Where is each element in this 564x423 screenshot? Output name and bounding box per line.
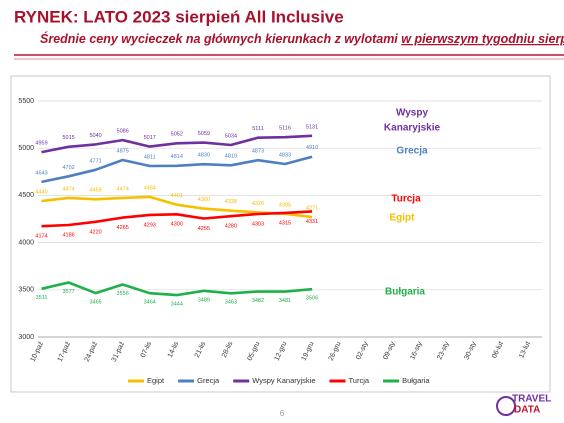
data-label: 5059 (198, 131, 210, 137)
y-tick-label: 4500 (18, 192, 34, 199)
data-label: 4220 (90, 229, 102, 235)
title: RYNEK: LATO 2023 sierpień All Inclusive (14, 7, 344, 26)
data-label: 4338 (225, 199, 237, 205)
logo: TRAVEL DATA (496, 394, 551, 416)
data-label: 4303 (252, 221, 264, 227)
annotation: Grecja (396, 146, 428, 157)
data-label: 4305 (279, 202, 291, 208)
subtitle-text: Średnie ceny wycieczek na głównych kieru… (40, 31, 401, 46)
data-label: 4771 (90, 158, 102, 164)
data-label: 5040 (90, 133, 102, 139)
data-label: 4440 (35, 190, 47, 196)
annotation: Kanaryjskie (384, 123, 441, 134)
data-label: 4910 (306, 145, 318, 151)
annotation: Turcja (391, 194, 421, 205)
data-label: 4255 (198, 226, 210, 232)
data-label: 4320 (252, 201, 264, 207)
series-line (41, 134, 313, 154)
data-label: 4811 (144, 154, 156, 160)
data-label: 4484 (144, 185, 156, 191)
subtitle: Średnie ceny wycieczek na głównych kieru… (40, 31, 564, 46)
data-label: 4959 (35, 141, 47, 147)
data-label: 3464 (144, 300, 156, 306)
data-label: 4265 (117, 225, 129, 231)
logo-text: TRAVEL (512, 394, 551, 405)
data-label: 4875 (117, 148, 129, 154)
data-label: 3444 (171, 302, 183, 308)
data-label: 3511 (36, 295, 48, 301)
page-number: 6 (280, 409, 285, 418)
series-line (41, 210, 313, 228)
data-label: 4474 (117, 186, 129, 192)
y-tick-label: 4000 (18, 239, 34, 246)
annotation: Bułgaria (385, 287, 425, 298)
data-label: 4819 (225, 154, 237, 160)
data-label: 5017 (144, 135, 156, 141)
data-label: 4271 (306, 205, 318, 211)
legend-label: Bułgaria (402, 376, 430, 385)
legend-label: Wyspy Kanaryjskie (252, 376, 315, 385)
data-label: 5116 (279, 126, 291, 132)
data-label: 4331 (306, 219, 318, 225)
data-label: 3481 (279, 298, 291, 304)
data-label: 4293 (144, 222, 156, 228)
data-label: 4830 (198, 153, 210, 159)
series-line (41, 281, 313, 297)
data-label: 3577 (62, 289, 74, 295)
data-label: 4643 (35, 170, 47, 176)
data-label: 4401 (171, 193, 183, 199)
y-tick-label: 5500 (18, 98, 34, 105)
data-label: 4360 (198, 197, 210, 203)
data-label: 3506 (306, 296, 318, 302)
data-label: 4300 (171, 222, 183, 228)
subtitle-underlined: w pierwszym tygodniu sierpnia (401, 32, 564, 46)
data-label: 3465 (90, 300, 102, 306)
series-line (41, 155, 313, 184)
data-label: 5086 (117, 129, 129, 135)
data-label: 4459 (90, 188, 102, 194)
annotation: Wyspy (396, 108, 428, 119)
data-label: 5052 (171, 132, 183, 138)
logo-ring (496, 396, 516, 416)
data-label: 4873 (252, 149, 264, 155)
data-label: 4833 (279, 152, 291, 158)
legend-label: Grecja (197, 376, 220, 385)
data-label: 5111 (252, 126, 263, 132)
data-label: 4814 (171, 154, 183, 160)
y-tick-label: 3500 (18, 287, 34, 294)
y-tick-label: 3000 (18, 334, 34, 341)
legend-label: Egipt (147, 376, 165, 385)
data-label: 5131 (306, 124, 318, 130)
data-label: 3556 (117, 291, 129, 297)
annotation: Egipt (390, 213, 416, 224)
data-label: 3489 (198, 297, 210, 303)
data-label: 4474 (62, 186, 74, 192)
data-label: 5015 (62, 135, 74, 141)
data-label: 4174 (35, 234, 47, 240)
data-label: 4280 (225, 224, 237, 230)
y-tick-label: 5000 (18, 145, 34, 152)
data-label: 4702 (62, 165, 74, 171)
data-label: 3482 (252, 298, 264, 304)
data-label: 4315 (279, 220, 291, 226)
data-label: 3463 (225, 300, 237, 306)
chart-frame (10, 75, 551, 393)
data-label: 5034 (225, 133, 237, 139)
legend-label: Turcja (349, 376, 370, 385)
data-label: 4186 (62, 232, 74, 238)
logo-text: DATA (514, 405, 540, 416)
